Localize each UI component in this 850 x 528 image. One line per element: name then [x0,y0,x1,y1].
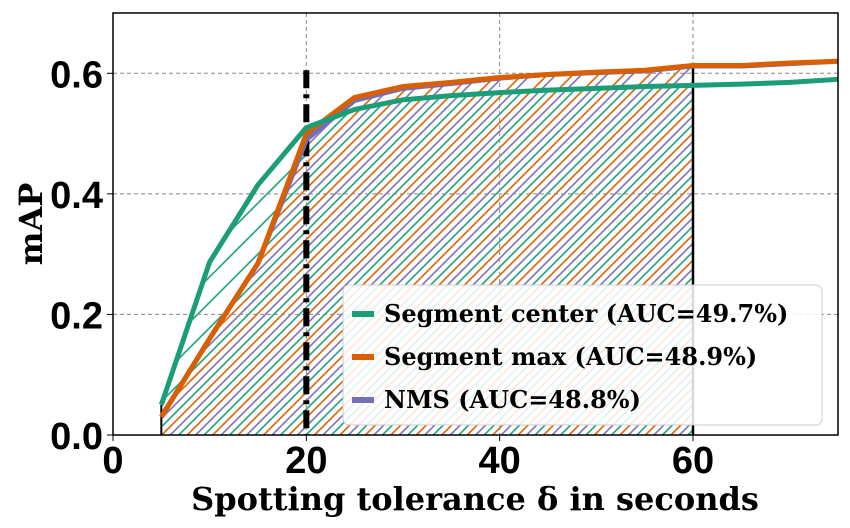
y-ticks: 0.0 0.2 0.4 0.6 [50,54,113,458]
legend-label-2: NMS (AUC=48.8%) [384,385,641,414]
x-tick-label: 0 [102,440,123,482]
series-lines [158,58,839,419]
y-tick-label: 0.0 [50,416,103,458]
legend-label-0: Segment center (AUC=49.7%) [384,299,788,328]
x-ticks: 0 20 40 60 [102,435,714,482]
x-tick-label: 20 [285,440,327,482]
x-axis-label: Spotting tolerance δ in seconds [191,480,759,518]
y-tick-label: 0.6 [50,54,103,96]
legend-box [342,284,823,426]
y-tick-label: 0.2 [50,295,103,337]
plot-frame [112,12,839,436]
series-line-0 [158,76,839,406]
y-tick-label: 0.4 [50,175,103,217]
x-tick-label: 60 [672,440,714,482]
series-line-1 [159,58,839,419]
legend-label-1: Segment max (AUC=48.9%) [384,342,757,371]
x-tick-label: 40 [479,440,521,482]
legend: Segment center (AUC=49.7%) Segment max (A… [342,284,823,426]
y-axis-label: mAP [12,183,50,266]
